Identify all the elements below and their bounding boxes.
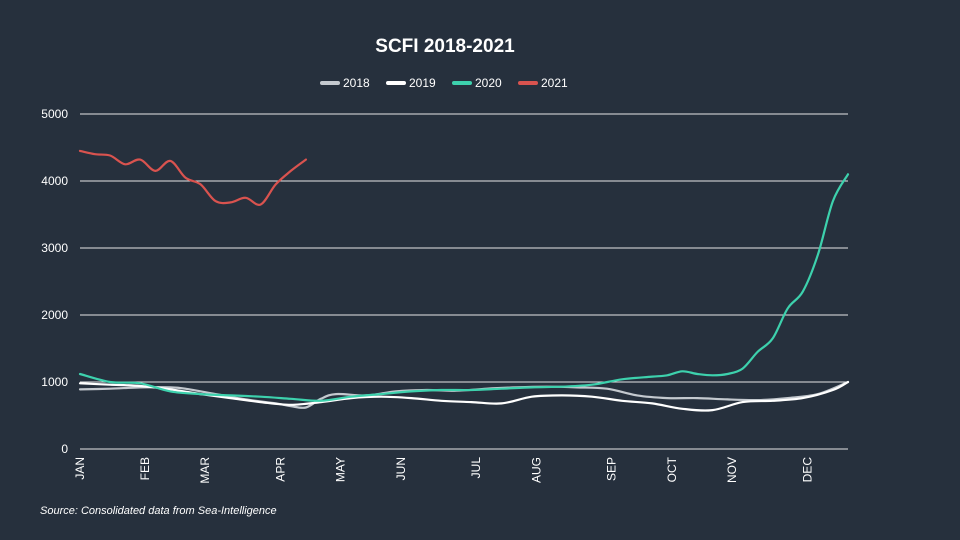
- y-axis: 0 1000 2000 3000 4000 5000: [41, 107, 68, 456]
- x-tick-label-jan: JAN: [73, 457, 87, 480]
- x-tick-label-dec: DEC: [800, 457, 814, 483]
- y-tick-label: 1000: [41, 375, 68, 389]
- x-axis: JAN FEB MAR APR MAY JUN JUL AUG SEP OCT NOV DEC: [73, 456, 814, 483]
- y-tick-label: 0: [61, 442, 68, 456]
- y-tick-label: 4000: [41, 174, 68, 188]
- x-tick-label-mar: MAR: [198, 457, 212, 484]
- series-lines: [78, 149, 850, 412]
- x-tick-label-jun: JUN: [394, 457, 408, 480]
- y-tick-label: 2000: [41, 308, 68, 322]
- x-tick-label-jul: JUL: [469, 457, 483, 479]
- x-tick-label-may: MAY: [334, 457, 348, 482]
- x-tick-label-sep: SEP: [605, 457, 619, 481]
- x-tick-label-nov: NOV: [725, 457, 739, 483]
- x-tick-label-feb: FEB: [138, 457, 152, 480]
- legend-label-2020[interactable]: 2020: [475, 76, 502, 90]
- series-line-2021[interactable]: [78, 149, 307, 206]
- series-line-2019[interactable]: [78, 380, 850, 412]
- chart-title: SCFI 2018-2021: [375, 36, 515, 57]
- legend-label-2021[interactable]: 2021: [541, 76, 568, 90]
- y-tick-label: 5000: [41, 107, 68, 121]
- x-tick-label-oct: OCT: [665, 456, 679, 482]
- legend-label-2019[interactable]: 2019: [409, 76, 436, 90]
- series-line-2020[interactable]: [78, 173, 850, 402]
- source-note: Source: Consolidated data from Sea-Intel…: [40, 505, 277, 517]
- legend-label-2018[interactable]: 2018: [343, 76, 370, 90]
- y-tick-label: 3000: [41, 241, 68, 255]
- x-tick-label-apr: APR: [273, 457, 287, 482]
- x-tick-label-aug: AUG: [529, 457, 543, 483]
- grid: [80, 113, 848, 450]
- legend: 2018 2019 2020 2021: [320, 76, 568, 90]
